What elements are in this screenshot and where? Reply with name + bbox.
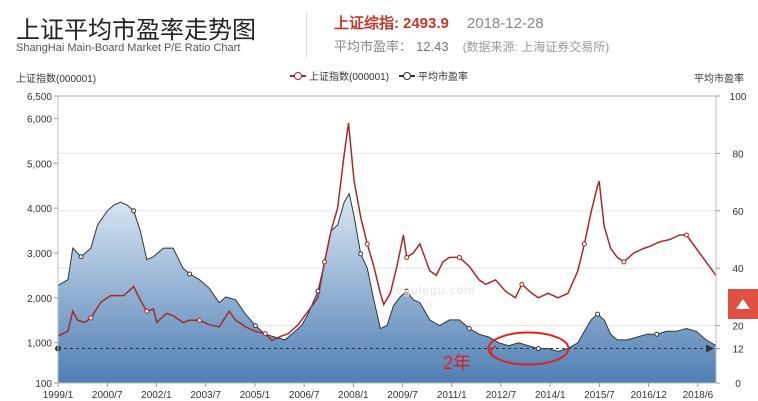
legend-item-index[interactable]: 上证指数(000001) bbox=[290, 68, 389, 83]
left-tick-label: 5,000 bbox=[27, 159, 52, 170]
index-point bbox=[621, 259, 627, 265]
index-point bbox=[88, 315, 94, 321]
left-tick-label: 6,000 bbox=[27, 114, 52, 125]
pe-point bbox=[466, 325, 472, 331]
left-tick-label: 6,500 bbox=[27, 92, 52, 103]
x-tick-label: 2011/1 bbox=[437, 390, 467, 401]
index-point bbox=[519, 281, 525, 287]
pe-point bbox=[595, 311, 601, 317]
right-tick-label: 60 bbox=[732, 207, 744, 218]
annotation-ellipse bbox=[487, 331, 570, 366]
index-info: 上证综指: 2493.9 2018-12-28 bbox=[334, 12, 544, 33]
watermark: legulegu.com bbox=[392, 283, 476, 297]
scroll-top-button[interactable] bbox=[728, 289, 758, 319]
index-point bbox=[404, 254, 410, 260]
x-tick-label: 1999/1 bbox=[43, 390, 74, 401]
x-tick-label: 2012/7 bbox=[486, 390, 517, 401]
right-tick-label: 20 bbox=[732, 322, 744, 333]
left-tick-label: 3,000 bbox=[27, 249, 52, 260]
pe-area-fill bbox=[58, 193, 716, 383]
x-tick-label: 2008/1 bbox=[338, 390, 369, 401]
x-tick-label: 2014/1 bbox=[535, 390, 566, 401]
pe-value: 12.43 bbox=[416, 39, 449, 54]
left-tick-label: 2,000 bbox=[27, 294, 52, 305]
data-date: 2018-12-28 bbox=[466, 15, 544, 32]
plot-frame bbox=[57, 95, 717, 384]
pe-point bbox=[252, 323, 258, 329]
index-value: 2493.9 bbox=[403, 15, 449, 32]
x-tick-label: 2015/7 bbox=[584, 390, 615, 401]
x-tick-label: 2000/7 bbox=[92, 390, 123, 401]
pe-point bbox=[187, 271, 193, 277]
left-axis-title: 上证指数(000001) bbox=[16, 74, 97, 85]
chart-title: 上证平均市盈率走势图 bbox=[16, 17, 256, 44]
pe-point bbox=[654, 331, 660, 337]
index-point bbox=[683, 232, 689, 238]
right-tick-label: 40 bbox=[732, 264, 744, 275]
x-tick-label: 2005/1 bbox=[240, 390, 271, 401]
x-tick-label: 2002/1 bbox=[141, 390, 172, 401]
annotation-pointer bbox=[490, 345, 497, 358]
index-point bbox=[364, 241, 370, 247]
legend-label-index: 上证指数(000001) bbox=[309, 72, 390, 83]
index-point bbox=[262, 331, 268, 337]
right-tick-label: 80 bbox=[732, 149, 744, 160]
right-tick-label: 12 bbox=[732, 345, 744, 356]
left-tick-label: 100 bbox=[35, 379, 52, 390]
arrow-up-icon bbox=[736, 299, 750, 309]
pe-point bbox=[358, 251, 364, 257]
legend-label-pe: 平均市盈率 bbox=[418, 72, 469, 83]
header-divider bbox=[306, 12, 307, 58]
right-tick-label: 100 bbox=[730, 92, 747, 103]
index-point bbox=[321, 259, 327, 265]
data-source: (数据来源: 上海证券交易所) bbox=[462, 40, 610, 54]
right-axis-title: 平均市盈率 bbox=[694, 74, 744, 85]
index-label: 上证综指: bbox=[334, 15, 399, 32]
legend-swatch-index bbox=[290, 71, 306, 80]
index-point bbox=[456, 254, 462, 260]
right-tick-label: 0 bbox=[735, 379, 741, 390]
x-tick-label: 2009/7 bbox=[387, 390, 418, 401]
pe-point bbox=[131, 208, 137, 214]
pe-point bbox=[404, 288, 410, 294]
annotation-label: 2年 bbox=[443, 353, 471, 373]
legend: 上证指数(000001) 平均市盈率 bbox=[290, 68, 468, 83]
index-point bbox=[581, 241, 587, 247]
index-point bbox=[144, 308, 150, 314]
index-series-line[interactable] bbox=[57, 122, 717, 342]
pe-info: 平均市盈率： 12.43 (数据来源: 上海证券交易所) bbox=[334, 36, 609, 55]
left-tick-label: 4,000 bbox=[27, 204, 52, 215]
x-tick-label: 2016/12 bbox=[631, 390, 668, 401]
x-tick-label: 2018/6 bbox=[683, 390, 714, 401]
left-tick-label: 1,000 bbox=[27, 339, 52, 350]
index-point bbox=[196, 317, 202, 323]
chart-subtitle: ShangHai Main-Board Market P/E Ratio Cha… bbox=[16, 42, 241, 54]
pe-label: 平均市盈率： bbox=[334, 39, 413, 54]
pe-point bbox=[78, 254, 84, 260]
x-tick-label: 2003/7 bbox=[190, 390, 221, 401]
pe-point bbox=[535, 346, 541, 352]
legend-swatch-pe bbox=[399, 71, 416, 80]
legend-item-pe[interactable]: 平均市盈率 bbox=[399, 68, 468, 83]
pe-point bbox=[315, 288, 321, 294]
x-tick-label: 2006/7 bbox=[289, 390, 320, 401]
